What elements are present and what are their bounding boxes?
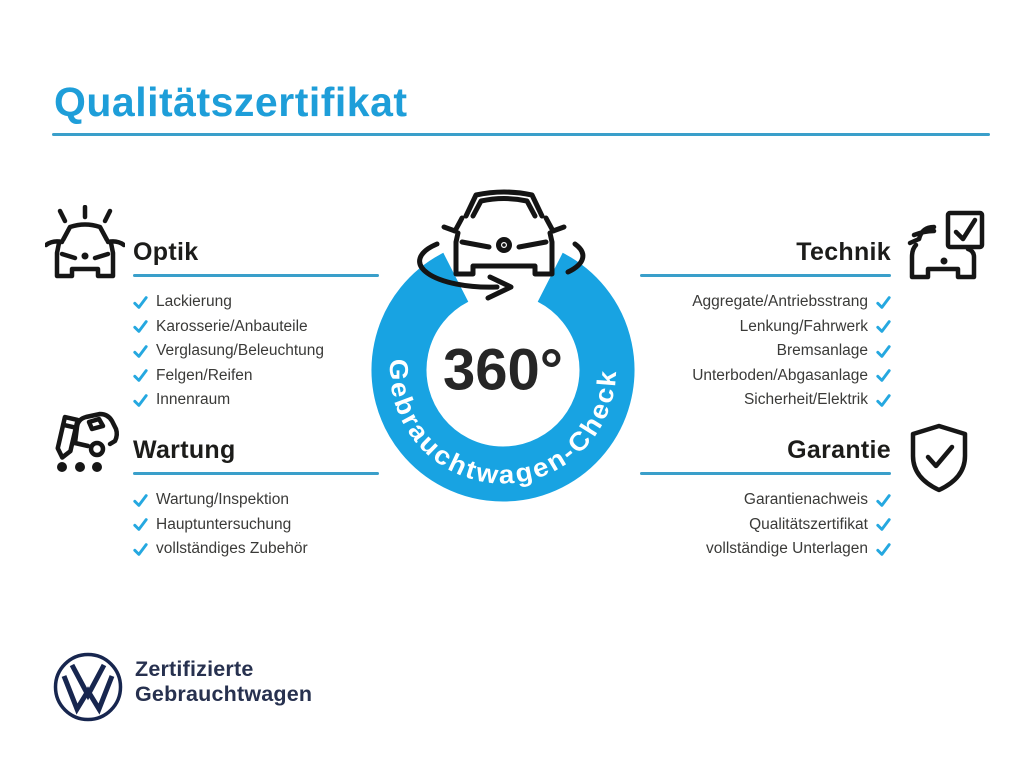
checklist-item-label: Garantienachweis bbox=[743, 491, 868, 509]
vw-logo bbox=[53, 652, 123, 722]
section-underline bbox=[640, 274, 891, 277]
checkmark-icon bbox=[133, 369, 148, 383]
checklist-item-label: Bremsanlage bbox=[776, 342, 868, 360]
360-badge: Gebrauchtwagen-Check 360° bbox=[371, 189, 635, 502]
checklist-item-label: Wartung/Inspektion bbox=[156, 491, 289, 509]
badge-degrees: 360° bbox=[443, 338, 563, 403]
section-technik-title: Technik bbox=[796, 238, 891, 266]
checkmark-icon bbox=[876, 320, 891, 334]
checklist-item: Hauptuntersuchung bbox=[133, 513, 379, 538]
wartung-checklist: Wartung/Inspektion Hauptuntersuchung vol… bbox=[133, 488, 379, 562]
section-underline bbox=[640, 472, 891, 475]
technik-checklist: Aggregate/Antriebsstrang Lenkung/Fahrwer… bbox=[640, 290, 891, 413]
footer-claim-line2: Gebrauchtwagen bbox=[135, 682, 313, 706]
checklist-item: Lenkung/Fahrwerk bbox=[640, 315, 891, 340]
checklist-item-label: vollständiges Zubehör bbox=[156, 540, 308, 558]
checklist-item: Unterboden/Abgasanlage bbox=[640, 364, 891, 389]
checkmark-icon bbox=[876, 518, 891, 532]
checkmark-icon bbox=[133, 518, 148, 532]
checklist-item: Innenraum bbox=[133, 388, 379, 413]
section-wartung-title: Wartung bbox=[133, 436, 236, 464]
section-garantie-title: Garantie bbox=[787, 436, 891, 464]
badge-ring bbox=[371, 252, 635, 502]
optik-checklist: Lackierung Karosserie/Anbauteile Verglas… bbox=[133, 290, 379, 413]
checkmark-icon bbox=[133, 493, 148, 507]
section-wartung: Wartung Wartung/Inspektion Hauptuntersuc… bbox=[133, 436, 379, 562]
checklist-item-label: Unterboden/Abgasanlage bbox=[692, 366, 868, 384]
checklist-item-label: Lenkung/Fahrwerk bbox=[739, 317, 868, 335]
checklist-item: Qualitätszertifikat bbox=[640, 513, 891, 538]
checklist-item: vollständiges Zubehör bbox=[133, 537, 379, 562]
page-title: Qualitätszertifikat bbox=[54, 79, 408, 126]
checklist-item: Felgen/Reifen bbox=[133, 364, 379, 389]
checkmark-icon bbox=[133, 393, 148, 407]
section-optik-title: Optik bbox=[133, 238, 199, 266]
checklist-item-label: Qualitätszertifikat bbox=[749, 515, 868, 533]
car-checkbox-icon bbox=[907, 210, 985, 280]
checkmark-icon bbox=[876, 295, 891, 309]
service-pencil-car-icon bbox=[55, 411, 120, 472]
section-technik: Technik Aggregate/Antriebsstrang Lenkung… bbox=[640, 238, 891, 413]
section-underline bbox=[133, 472, 379, 475]
section-optik: Optik Lackierung Karosserie/Anbauteile V… bbox=[133, 238, 379, 413]
checklist-item: Wartung/Inspektion bbox=[133, 488, 379, 513]
checklist-item-label: vollständige Unterlagen bbox=[706, 540, 868, 558]
checklist-item-label: Hauptuntersuchung bbox=[156, 515, 292, 533]
checkmark-icon bbox=[876, 369, 891, 383]
shield-check-icon bbox=[910, 423, 968, 493]
checkmark-icon bbox=[876, 393, 891, 407]
checklist-item-label: Sicherheit/Elektrik bbox=[743, 391, 868, 409]
title-underline bbox=[52, 133, 990, 136]
footer-claim-line1: Zertifizierte bbox=[135, 657, 254, 681]
checklist-item: Lackierung bbox=[133, 290, 379, 315]
checklist-item-label: Verglasung/Beleuchtung bbox=[156, 342, 325, 360]
checklist-item: Garantienachweis bbox=[640, 488, 891, 513]
footer-claim: Zertifizierte Gebrauchtwagen bbox=[135, 657, 312, 707]
rotating-car-icon bbox=[417, 189, 586, 301]
checklist-item: Karosserie/Anbauteile bbox=[133, 315, 379, 340]
checkmark-icon bbox=[876, 542, 891, 556]
checklist-item: Aggregate/Antriebsstrang bbox=[640, 290, 891, 315]
checkmark-icon bbox=[133, 542, 148, 556]
checkmark-icon bbox=[133, 320, 148, 334]
checklist-item: vollständige Unterlagen bbox=[640, 537, 891, 562]
checklist-item: Sicherheit/Elektrik bbox=[640, 388, 891, 413]
checkmark-icon bbox=[876, 493, 891, 507]
section-garantie: Garantie Garantienachweis Qualitätszerti… bbox=[640, 436, 891, 562]
garantie-checklist: Garantienachweis Qualitätszertifikat vol… bbox=[640, 488, 891, 562]
checklist-item-label: Innenraum bbox=[156, 391, 231, 409]
checklist-item-label: Aggregate/Antriebsstrang bbox=[692, 293, 868, 311]
checklist-item-label: Karosserie/Anbauteile bbox=[156, 317, 308, 335]
checkmark-icon bbox=[876, 344, 891, 358]
section-underline bbox=[133, 274, 379, 277]
checklist-item: Bremsanlage bbox=[640, 339, 891, 364]
checklist-item-label: Felgen/Reifen bbox=[156, 366, 253, 384]
checkmark-icon bbox=[133, 344, 148, 358]
checklist-item: Verglasung/Beleuchtung bbox=[133, 339, 379, 364]
car-shine-icon bbox=[45, 205, 125, 279]
checklist-item-label: Lackierung bbox=[156, 293, 232, 311]
checkmark-icon bbox=[133, 295, 148, 309]
